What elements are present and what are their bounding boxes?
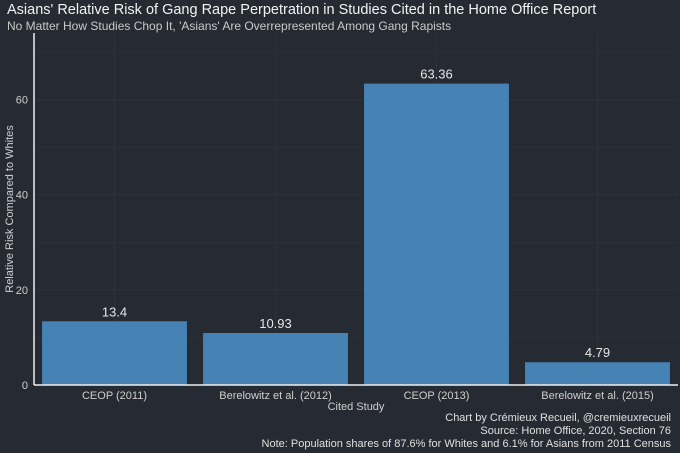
credit-caption: Chart by Crémieux Recueil, @cremieuxrecu… <box>445 412 671 424</box>
bar-4 <box>525 362 670 385</box>
data-label-4: 4.79 <box>585 345 610 360</box>
note-caption: Note: Population shares of 87.6% for Whi… <box>261 438 671 450</box>
x-axis-title: Cited Study <box>328 401 385 413</box>
data-labels: 13.4 10.93 63.36 4.79 <box>102 67 610 361</box>
y-axis-ticks: 0 20 40 60 <box>16 95 28 392</box>
x-tick-label-1: CEOP (2011) <box>82 390 147 402</box>
bar-1 <box>42 321 187 385</box>
data-label-1: 13.4 <box>102 304 127 319</box>
x-tick-label-2: Berelowitz et al. (2012) <box>219 390 332 402</box>
x-tick-label-3: CEOP (2013) <box>404 390 470 402</box>
data-label-2: 10.93 <box>259 316 292 331</box>
chart-title: Asians' Relative Risk of Gang Rape Perpe… <box>7 2 597 18</box>
y-tick-label-1: 20 <box>16 285 28 297</box>
x-tick-label-4: Berelowitz et al. (2015) <box>541 390 654 402</box>
y-tick-label-0: 0 <box>22 380 28 392</box>
y-tick-label-2: 40 <box>16 190 28 202</box>
bar-3 <box>364 83 509 386</box>
bar-2 <box>203 333 348 385</box>
source-caption: Source: Home Office, 2020, Section 76 <box>480 425 671 437</box>
chart-subtitle: No Matter How Studies Chop It, 'Asians' … <box>7 19 452 33</box>
data-label-3: 63.36 <box>420 67 453 82</box>
y-axis-title: Relative Risk Compared to Whites <box>4 125 16 293</box>
x-axis-ticks: CEOP (2011) Berelowitz et al. (2012) CEOP … <box>82 390 654 402</box>
y-tick-label-3: 60 <box>16 95 28 107</box>
bars <box>42 83 670 386</box>
